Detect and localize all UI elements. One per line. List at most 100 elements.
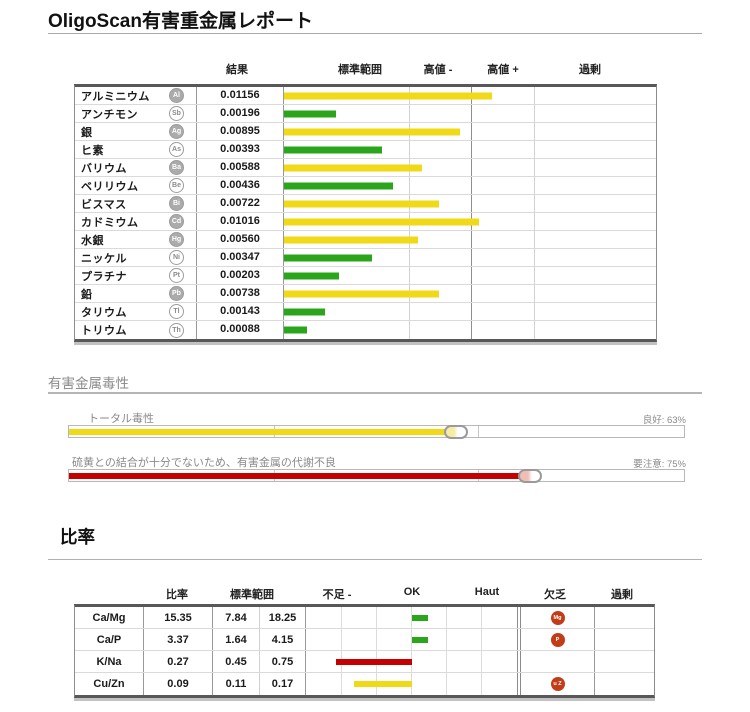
deficiency-cell [520, 651, 594, 672]
metal-result-value: 0.00196 [196, 105, 283, 122]
metal-level-bar [284, 128, 460, 135]
excess-cell [594, 673, 654, 695]
total-toxicity-label: トータル毒性 [88, 413, 154, 425]
metal-bar-cell [283, 213, 656, 230]
metal-name-cell: ビスマス Bi [75, 195, 196, 212]
ratio-value: 3.37 [143, 629, 212, 650]
metal-name: ビスマス [81, 198, 127, 211]
excess-cell [594, 607, 654, 628]
ratio-col-header-haut: Haut [474, 586, 500, 598]
metal-level-bar [284, 164, 422, 171]
col-header-excess: 過剰 [579, 64, 601, 76]
ratio-value: 0.27 [143, 651, 212, 672]
toxicity-section-divider [48, 392, 702, 394]
element-symbol-badge: Sb [169, 106, 184, 121]
metal-level-bar [284, 200, 439, 207]
table-row: ビスマス Bi 0.00722 [75, 195, 656, 213]
metal-name-cell: アンチモン Sb [75, 105, 196, 122]
deficiency-badge: P [550, 632, 565, 647]
table-row: 水銀 Hg 0.00560 [75, 231, 656, 249]
metal-level-bar [284, 254, 372, 261]
metal-result-value: 0.01016 [196, 213, 283, 230]
metal-level-bar [284, 92, 492, 99]
ratio-col-header-standard: 標準範囲 [230, 589, 274, 601]
metal-bar-cell [283, 159, 656, 176]
ratio-bar-cell [305, 673, 518, 695]
metal-bar-cell [283, 177, 656, 194]
table-row: プラチナ Pt 0.00203 [75, 267, 656, 285]
metal-name: ニッケル [81, 252, 127, 265]
metal-name-cell: ヒ素 As [75, 141, 196, 158]
metal-bar-cell [283, 303, 656, 320]
metal-bar-cell [283, 141, 656, 158]
metal-bar-cell [283, 195, 656, 212]
ratio-name: Cu/Zn [93, 678, 125, 690]
table-row: ヒ素 As 0.00393 [75, 141, 656, 159]
total-toxicity-handle[interactable] [444, 424, 469, 439]
element-symbol-badge: Bi [169, 196, 184, 211]
col-header-high-minus: 高値 - [423, 64, 453, 76]
ratio-bar-cell [305, 651, 518, 672]
deficiency-cell: Mg [520, 607, 594, 628]
metal-name-cell: 銀 Ag [75, 123, 196, 140]
element-symbol-badge: Cd [169, 214, 184, 229]
table-row: ニッケル Ni 0.00347 [75, 249, 656, 267]
ratio-level-bar [411, 636, 429, 643]
ratio-standard-low: 0.45 [212, 651, 259, 672]
sulfur-binding-handle[interactable] [518, 468, 543, 483]
metal-level-bar [284, 326, 308, 334]
ratio-col-header-low: 不足 - [322, 589, 352, 601]
deficiency-badge: u Z [550, 677, 565, 691]
metal-level-bar [284, 110, 336, 117]
ratio-standard-high: 0.75 [259, 651, 305, 672]
metal-name: トリウム [81, 325, 127, 337]
metal-result-value: 0.00347 [196, 249, 283, 266]
sulfur-binding-label: 硫黄との結合が十分でないため、有害金属の代謝不良 [72, 457, 336, 469]
total-toxicity-slider [68, 424, 685, 439]
element-symbol-badge: Pt [169, 268, 184, 283]
metal-level-bar [284, 182, 393, 189]
metal-result-value: 0.00560 [196, 231, 283, 248]
heavy-metals-table: アルミニウム Al 0.01156 アンチモン Sb 0.00196 銀 Ag 0.0… [74, 84, 657, 342]
ratio-bar-cell [305, 629, 518, 650]
table-row: 鉛 Pb 0.00738 [75, 285, 656, 303]
ratios-section-divider [48, 559, 702, 560]
element-symbol-badge: Hg [169, 232, 184, 247]
metal-result-value: 0.00588 [196, 159, 283, 176]
metal-bar-cell [283, 321, 656, 339]
deficiency-cell: u Z [520, 673, 594, 695]
ratio-level-bar [354, 681, 412, 687]
metal-name: 水銀 [81, 234, 104, 247]
element-symbol-badge: Al [169, 88, 184, 103]
ratio-standard-low: 0.11 [212, 673, 259, 695]
metal-name: タリウム [81, 306, 127, 319]
sulfur-binding-status: 要注意: 75% [633, 459, 686, 470]
metal-result-value: 0.00722 [196, 195, 283, 212]
metal-bar-cell [283, 231, 656, 248]
ratio-bar-cell [305, 607, 518, 628]
table-row: Ca/P 3.37 1.64 4.15 P [75, 629, 654, 651]
table-row: カドミウム Cd 0.01016 [75, 213, 656, 231]
table-row: アルミニウム Al 0.01156 [75, 87, 656, 105]
metal-result-value: 0.00436 [196, 177, 283, 194]
metal-result-value: 0.00393 [196, 141, 283, 158]
metal-bar-cell [283, 87, 656, 104]
metal-name-cell: タリウム Tl [75, 303, 196, 320]
total-toxicity-fill [69, 428, 457, 435]
element-symbol-badge: Be [169, 178, 184, 193]
table-row: トリウム Th 0.00088 [75, 321, 656, 339]
ratio-level-bar [411, 614, 429, 621]
metal-bar-cell [283, 123, 656, 140]
element-symbol-badge: Ba [169, 160, 184, 175]
metal-name-cell: ニッケル Ni [75, 249, 196, 266]
ratio-standard-high: 18.25 [259, 607, 305, 628]
ratio-col-header-ratio: 比率 [166, 589, 188, 601]
element-symbol-badge: Ag [169, 124, 184, 139]
table-row: Cu/Zn 0.09 0.11 0.17 u Z [75, 673, 654, 695]
element-symbol-badge: Tl [169, 304, 184, 319]
col-header-standard-range: 標準範囲 [338, 64, 382, 76]
title-divider [48, 33, 702, 34]
metal-name-cell: ベリリウム Be [75, 177, 196, 194]
ratio-standard-low: 7.84 [212, 607, 259, 628]
